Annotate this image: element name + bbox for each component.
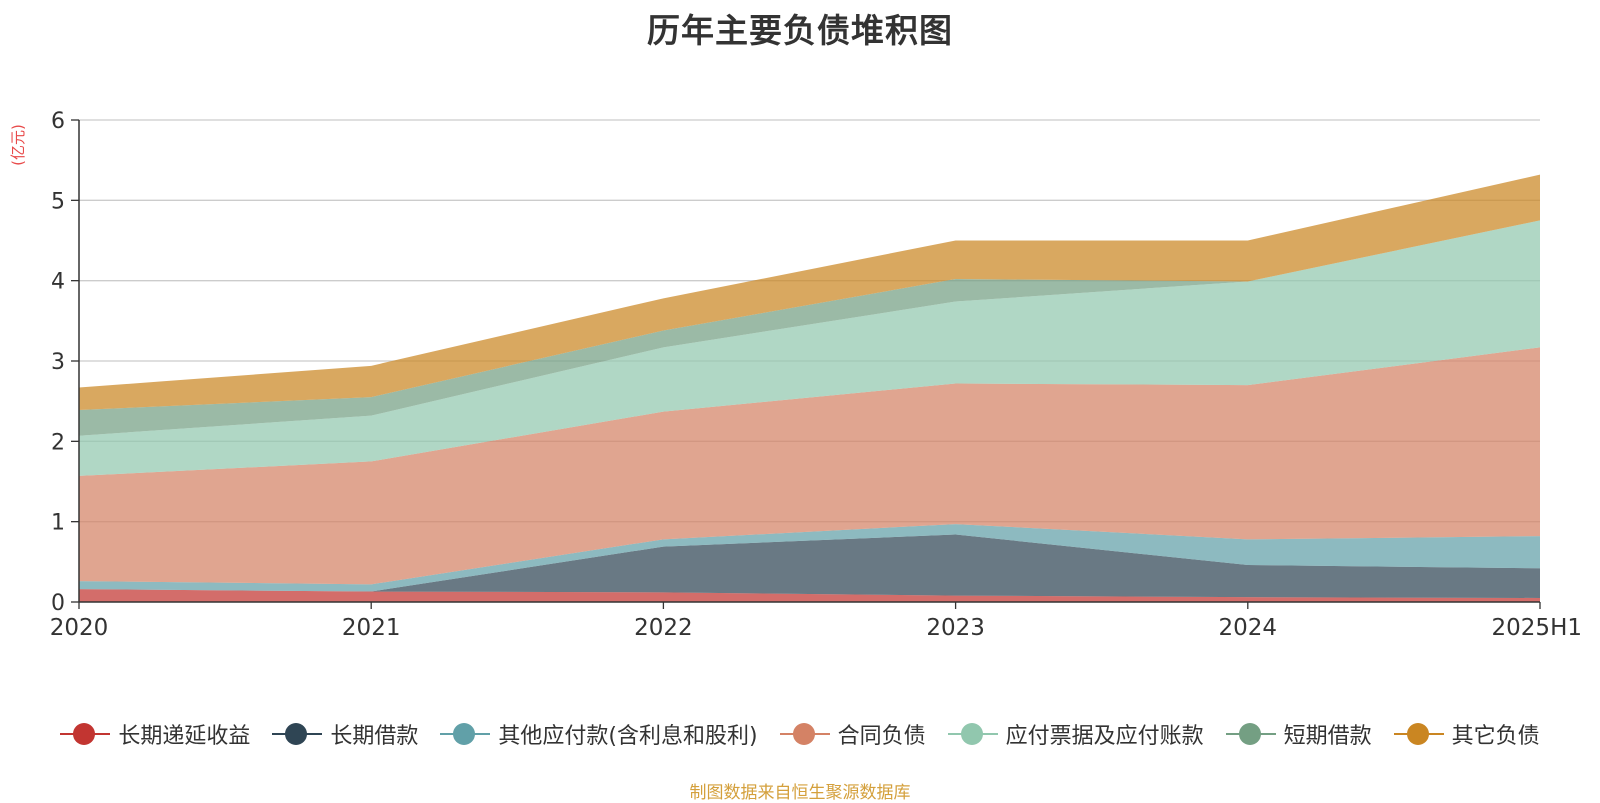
legend-marker-icon <box>1393 722 1444 746</box>
area-series-1 <box>79 534 1540 598</box>
legend-marker-icon <box>1225 722 1276 746</box>
legend: 长期递延收益 长期借款 其他应付款(含利息和股利) 合同负债 应付票据及应付账款 短期借款… <box>0 712 1600 756</box>
legend-label: 合同负债 <box>837 724 926 749</box>
stacked-area-chart: 0 1 2 3 4 5 6 2020 2021 2022 2023 2024 2025H1 (亿元) <box>9 109 1582 641</box>
area-series-6 <box>79 174 1540 410</box>
legend-marker-dot <box>453 723 476 745</box>
y-tick-label: 1 <box>51 511 65 536</box>
legend-marker-icon <box>272 722 323 746</box>
legend-marker-icon <box>779 722 830 746</box>
legend-marker-icon <box>440 722 491 746</box>
y-tick-label: 4 <box>51 270 65 295</box>
legend-marker-icon <box>60 722 111 746</box>
x-tick-label: 2022 <box>634 615 693 641</box>
area-series-0 <box>79 589 1540 602</box>
legend-label: 其他应付款(含利息和股利) <box>498 724 758 749</box>
y-tick-label: 5 <box>51 189 65 214</box>
legend-item[interactable]: 合同负债 <box>779 718 926 750</box>
legend-item[interactable]: 其它负债 <box>1393 718 1540 750</box>
legend-marker-dot <box>792 723 815 745</box>
legend-label: 长期递延收益 <box>118 724 251 749</box>
legend-marker-dot <box>960 723 983 745</box>
area-series-4 <box>79 220 1540 476</box>
y-tick-label: 2 <box>51 430 65 455</box>
x-tick-label: 2020 <box>50 615 109 641</box>
x-tick-label: 2025H1 <box>1492 615 1582 641</box>
area-series-5 <box>79 220 1540 436</box>
y-tick-label: 0 <box>51 591 65 616</box>
legend-item[interactable]: 长期借款 <box>272 718 418 750</box>
legend-marker-dot <box>1406 723 1429 745</box>
legend-marker-icon <box>947 722 998 746</box>
x-tick-label: 2023 <box>926 615 985 641</box>
chart-title: 历年主要负债堆积图 <box>647 11 953 50</box>
legend-label: 长期借款 <box>330 724 419 749</box>
legend-item[interactable]: 短期借款 <box>1225 718 1372 750</box>
area-series-layer <box>79 174 1540 602</box>
source-note: 制图数据来自恒生聚源数据库 <box>689 783 911 803</box>
legend-item[interactable]: 其他应付款(含利息和股利) <box>440 718 758 750</box>
area-series-2 <box>79 524 1540 592</box>
legend-marker-dot <box>73 723 96 745</box>
legend-marker-dot <box>285 723 308 745</box>
legend-item[interactable]: 应付票据及应付账款 <box>947 718 1204 750</box>
legend-item[interactable]: 长期递延收益 <box>60 718 250 750</box>
x-tick-label: 2021 <box>342 615 401 641</box>
axes: 0 1 2 3 4 5 6 2020 2021 2022 2023 2024 2025H1 <box>50 109 1582 641</box>
legend-label: 短期借款 <box>1283 724 1372 749</box>
legend-label: 其它负债 <box>1451 724 1540 749</box>
y-axis-unit-label: (亿元) <box>9 124 27 166</box>
y-tick-label: 3 <box>51 350 65 375</box>
legend-marker-dot <box>1238 723 1261 745</box>
x-tick-label: 2024 <box>1219 615 1278 641</box>
legend-label: 应付票据及应付账款 <box>1005 724 1204 749</box>
y-tick-label: 6 <box>51 109 65 134</box>
area-series-3 <box>79 347 1540 585</box>
